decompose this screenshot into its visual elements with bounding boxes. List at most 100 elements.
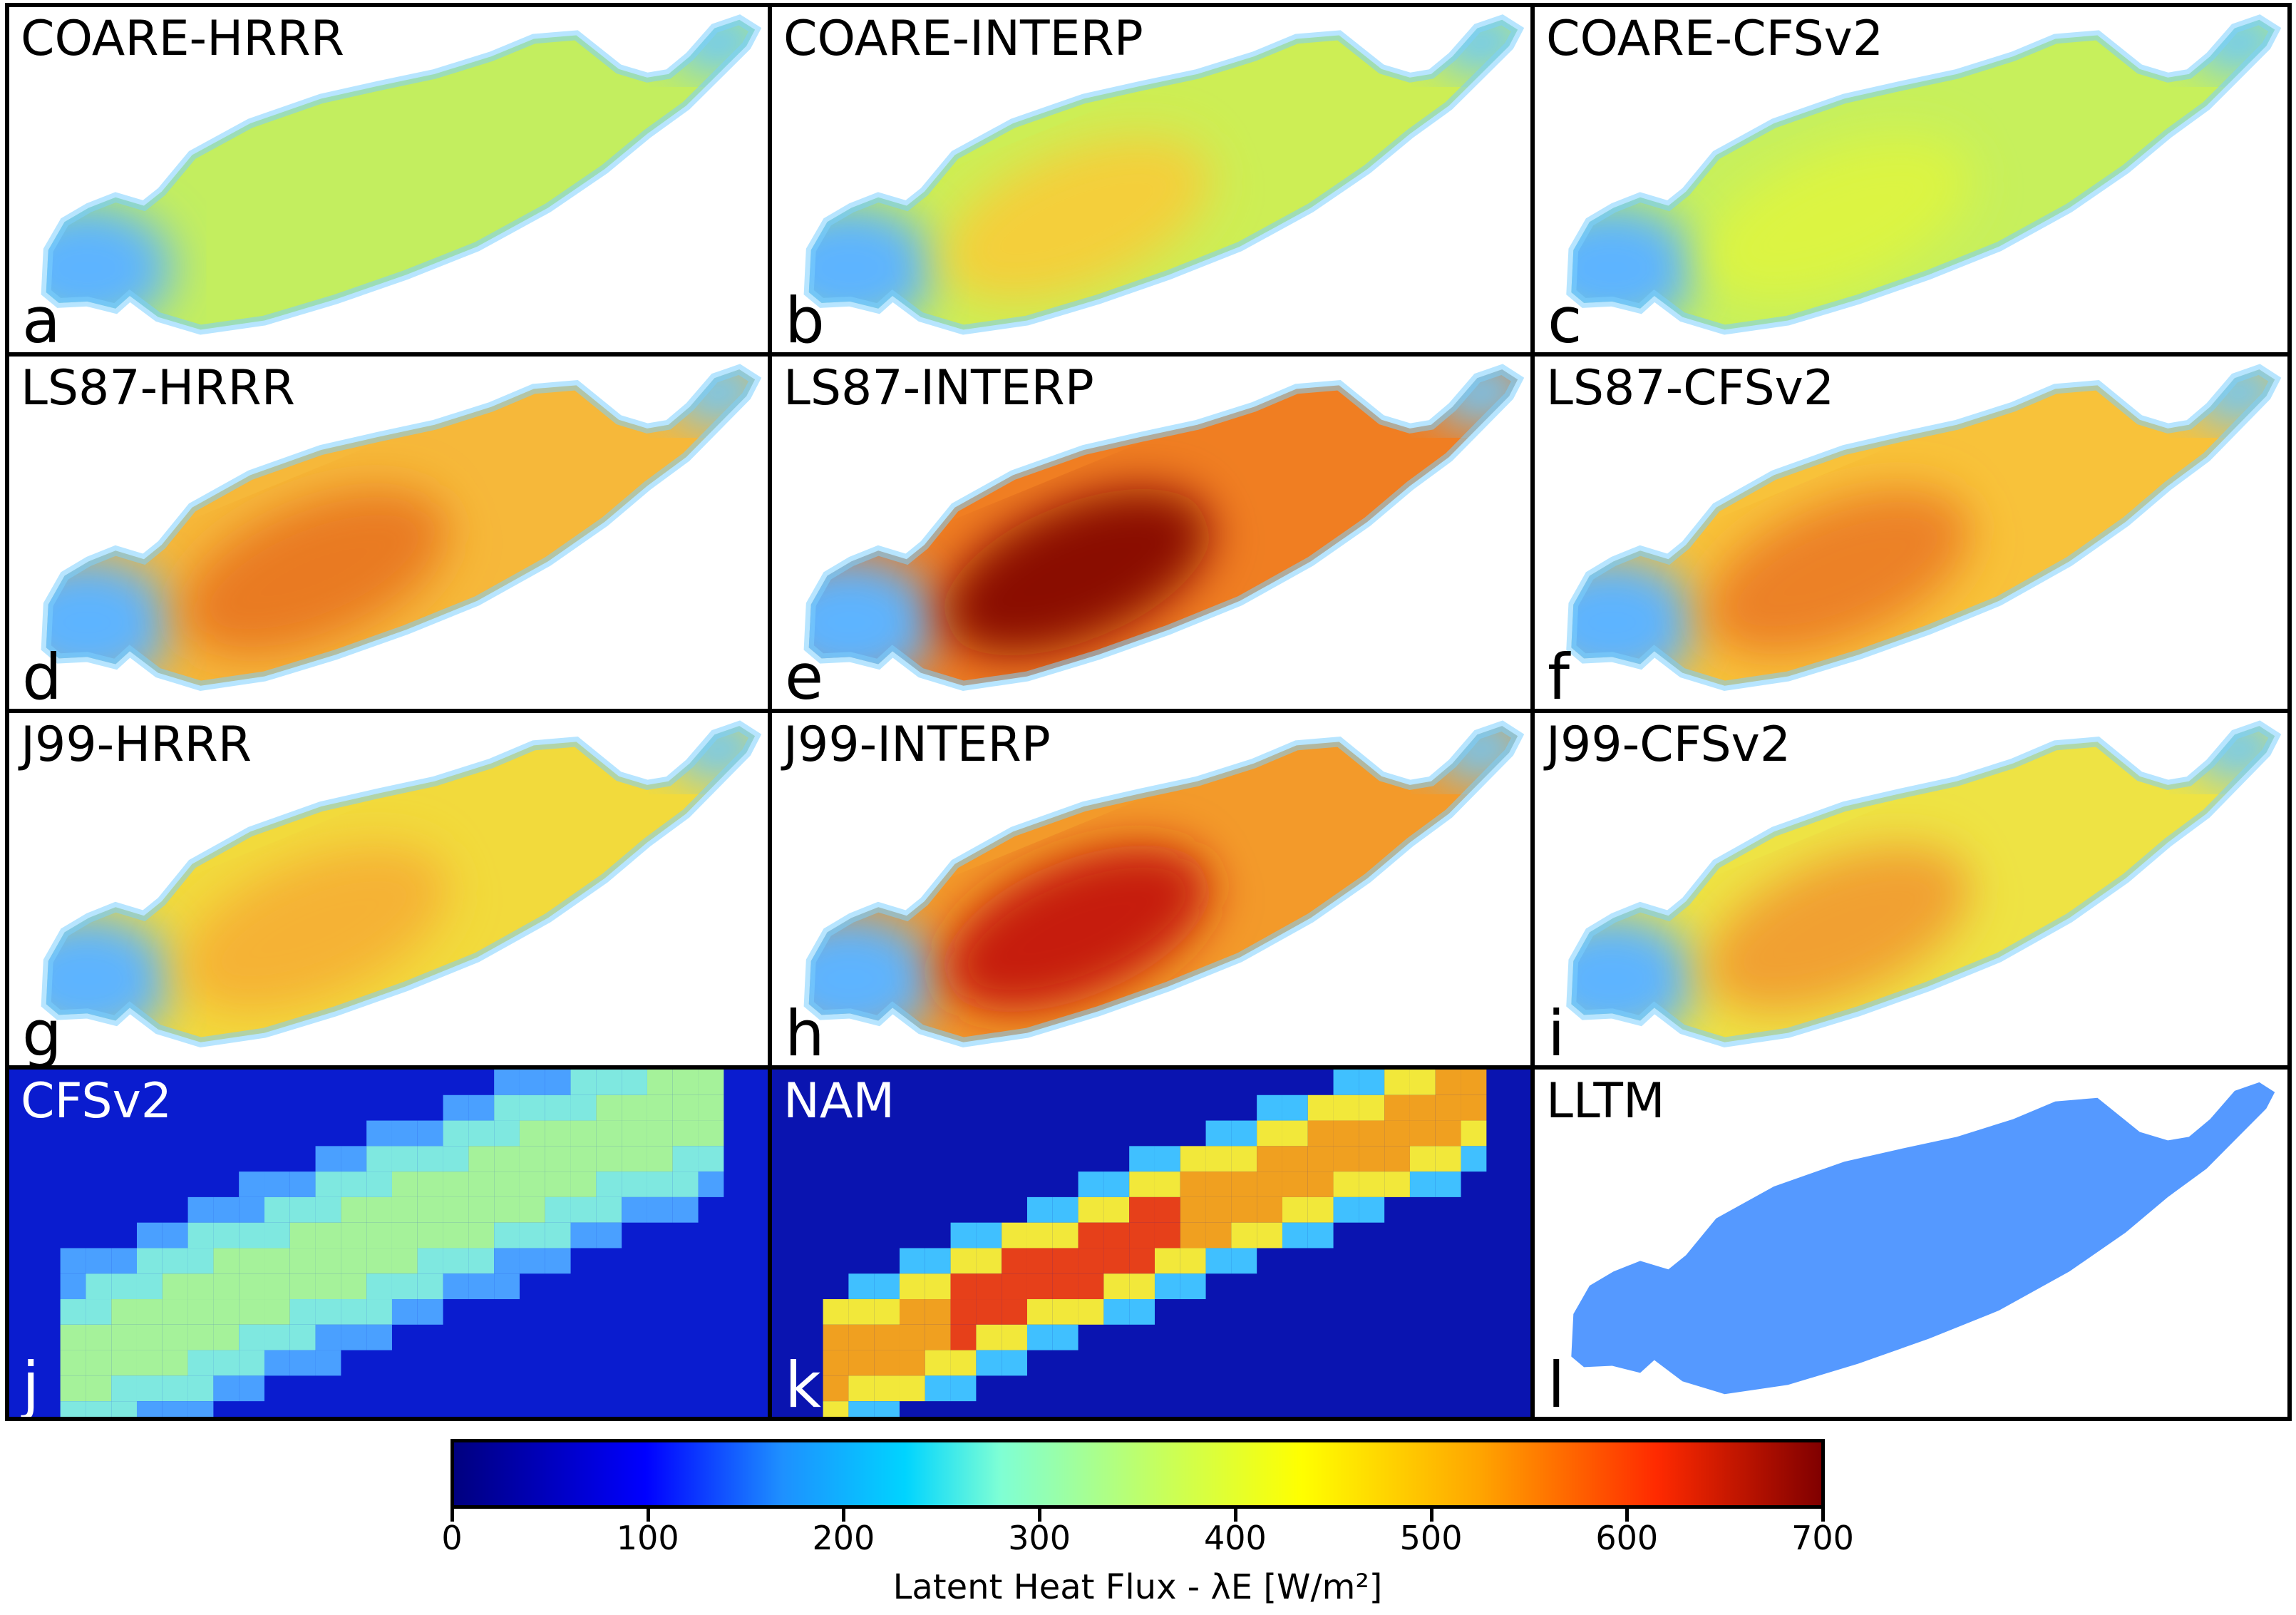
grid-cell bbox=[1002, 1222, 1027, 1249]
grid-cell bbox=[1129, 1222, 1155, 1249]
grid-cell bbox=[1052, 1299, 1078, 1325]
grid-cell bbox=[1205, 1146, 1232, 1172]
grid-cell bbox=[1257, 1094, 1282, 1121]
grid-cell bbox=[570, 1196, 597, 1223]
panel-letter: d bbox=[22, 640, 62, 713]
grid-cell bbox=[1461, 1120, 1487, 1147]
grid-cell bbox=[1282, 1146, 1308, 1172]
grid-cell bbox=[239, 1171, 264, 1197]
grid-cell bbox=[1002, 1350, 1027, 1376]
grid-cell bbox=[391, 1222, 418, 1249]
grid-cell bbox=[545, 1222, 571, 1249]
grid-cell bbox=[60, 1324, 86, 1350]
grid-cell bbox=[596, 1196, 622, 1223]
grid-cell bbox=[341, 1222, 367, 1249]
panel-title: LS87-HRRR bbox=[21, 360, 295, 416]
grid-cell bbox=[494, 1094, 520, 1121]
grid-cell bbox=[187, 1248, 214, 1274]
grid-cell bbox=[366, 1171, 392, 1197]
grid-cell bbox=[1103, 1273, 1130, 1300]
grid-cell bbox=[1026, 1299, 1053, 1325]
grid-cell bbox=[443, 1248, 469, 1274]
grid-cell bbox=[1282, 1171, 1308, 1197]
grid-cell bbox=[647, 1146, 673, 1172]
grid-cell bbox=[315, 1273, 341, 1300]
grid-cell bbox=[1129, 1171, 1155, 1197]
grid-cell bbox=[60, 1299, 86, 1325]
grid-cell bbox=[899, 1299, 925, 1325]
grid-cell bbox=[1154, 1196, 1180, 1223]
grid-cell bbox=[239, 1273, 264, 1300]
grid-cell bbox=[468, 1171, 495, 1197]
grid-cell bbox=[136, 1350, 163, 1376]
grid-cell bbox=[1231, 1171, 1257, 1197]
grid-cell bbox=[136, 1375, 163, 1402]
grid-cell bbox=[1257, 1146, 1282, 1172]
panel-c: COARE-CFSv2 c bbox=[1530, 3, 2292, 357]
grid-cell bbox=[315, 1248, 341, 1274]
grid-cell bbox=[976, 1299, 1002, 1325]
grid-cell bbox=[1002, 1299, 1027, 1325]
grid-cell bbox=[874, 1299, 900, 1325]
grid-cell bbox=[1078, 1273, 1104, 1300]
central-basin-core bbox=[1704, 137, 1970, 300]
grid-cell bbox=[494, 1273, 520, 1300]
grid-cell bbox=[1231, 1120, 1257, 1147]
map-e bbox=[803, 364, 1525, 691]
grid-cell bbox=[187, 1401, 214, 1417]
map-d bbox=[41, 364, 762, 691]
grid-cell bbox=[136, 1248, 163, 1274]
map-b bbox=[803, 14, 1525, 335]
grid-cell bbox=[494, 1146, 520, 1172]
panel-grid: COARE-HRRR a COARE-INTERP b COARE-CFSv2 c LS87… bbox=[5, 3, 2292, 1421]
grid-cell bbox=[264, 1196, 290, 1223]
grid-cell bbox=[570, 1070, 597, 1095]
grid-cell bbox=[443, 1273, 469, 1300]
shoreline bbox=[803, 364, 1525, 691]
grid-cell bbox=[874, 1375, 900, 1402]
grid-cell bbox=[1231, 1146, 1257, 1172]
grid-cell bbox=[315, 1350, 341, 1376]
map-g bbox=[41, 720, 762, 1047]
panel-e: LS87-INTERP e bbox=[768, 352, 1535, 713]
grid-cell bbox=[1409, 1146, 1436, 1172]
grid-cell bbox=[239, 1375, 264, 1402]
grid-cell bbox=[1103, 1248, 1130, 1274]
grid-cell bbox=[1435, 1120, 1461, 1147]
grid-cell bbox=[622, 1196, 647, 1223]
grid-cell bbox=[1129, 1196, 1155, 1223]
grid-cell bbox=[213, 1273, 240, 1300]
grid-cell bbox=[341, 1248, 367, 1274]
grid-cell bbox=[494, 1196, 520, 1223]
grid-cell bbox=[1359, 1070, 1385, 1095]
grid-cell bbox=[647, 1094, 673, 1121]
panel-title: LS87-CFSv2 bbox=[1546, 360, 1835, 416]
map-f bbox=[1566, 364, 2282, 691]
grid-cell bbox=[925, 1375, 951, 1402]
grid-cell bbox=[848, 1273, 875, 1300]
grid-cell bbox=[213, 1350, 240, 1376]
grid-cell bbox=[136, 1299, 163, 1325]
grid-cell bbox=[417, 1146, 443, 1172]
grid-cell bbox=[950, 1375, 977, 1402]
central-basin-core bbox=[942, 845, 1211, 1012]
grid-cell bbox=[1052, 1324, 1078, 1350]
shoreline bbox=[41, 720, 762, 1047]
grid-cell bbox=[60, 1273, 86, 1300]
grid-cell bbox=[86, 1350, 112, 1376]
grid-cell bbox=[187, 1222, 214, 1249]
grid-cell bbox=[519, 1196, 545, 1223]
grid-cell bbox=[672, 1120, 699, 1147]
colorbar-tick-label: 200 bbox=[812, 1519, 875, 1557]
grid-cell bbox=[1435, 1070, 1461, 1095]
grid-cell bbox=[1307, 1094, 1334, 1121]
grid-cell bbox=[289, 1299, 316, 1325]
colorbar-tick-label: 300 bbox=[1008, 1519, 1071, 1557]
colorbar-tick-label: 700 bbox=[1791, 1519, 1854, 1557]
grid-cell bbox=[1307, 1146, 1334, 1172]
grid-cell bbox=[86, 1324, 112, 1350]
grid-cell bbox=[468, 1120, 495, 1147]
grid-cell bbox=[1103, 1299, 1130, 1325]
grid-cell bbox=[596, 1146, 622, 1172]
grid-cell bbox=[545, 1171, 571, 1197]
